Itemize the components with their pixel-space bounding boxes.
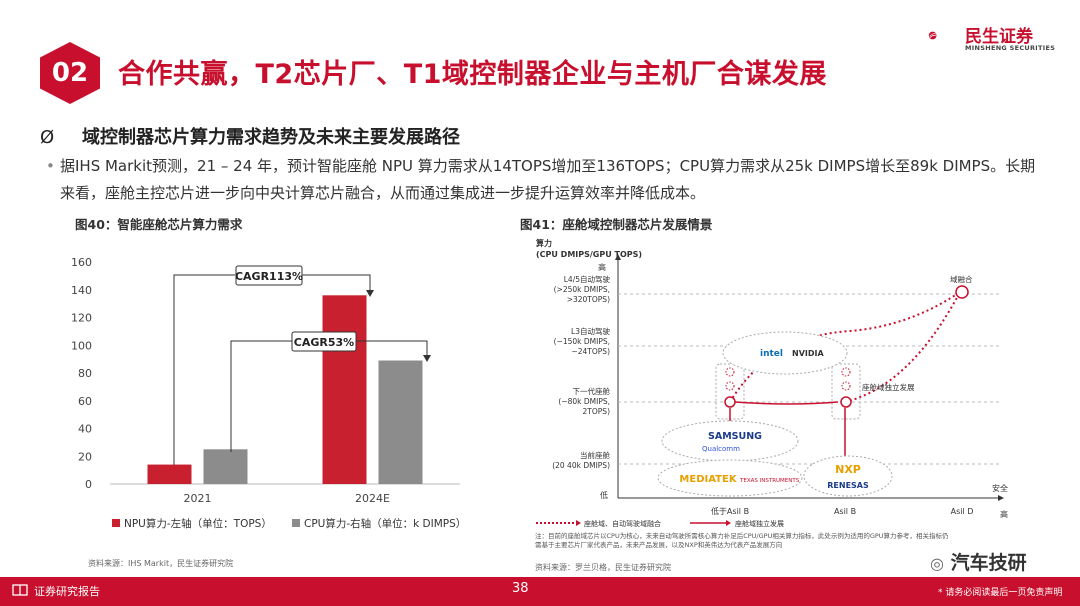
bar-cpu-2021 — [203, 449, 248, 484]
fig41-y-axis-title-1: 算力 — [536, 238, 552, 248]
fig41-level-l45: L4/5自动驾驶 (>250k DMIPS, >320TOPS) — [554, 274, 611, 304]
y-tick-label: 140 — [71, 284, 92, 297]
page-title: 合作共赢，T2芯片厂、T1域控制器企业与主机厂合谋发展 — [118, 59, 827, 90]
fig41-level-current: 当前座舱 (20 40k DMIPS) — [552, 450, 610, 470]
svg-text:2TOPS): 2TOPS) — [583, 407, 611, 416]
fig41-x-tick-1: Asil B — [834, 507, 856, 516]
y-tick-label: 0 — [85, 478, 92, 491]
fig41-y-axis-title-2: (CPU DMIPS/GPU TOPS) — [536, 250, 642, 259]
legend-swatch-cpu — [292, 519, 300, 527]
cagr-label-cpu: CAGR53% — [294, 336, 354, 349]
brand-nvidia: NVIDIA — [792, 349, 824, 358]
fig41-legend-fusion: 座舱域、自动驾驶域融合 — [584, 519, 661, 528]
svg-text:>320TOPS): >320TOPS) — [567, 295, 610, 304]
fig40-title: 图40：智能座舱芯片算力需求 — [75, 217, 243, 232]
wechat-icon: ◎ — [930, 554, 944, 573]
minsheng-logo-icon — [928, 31, 937, 40]
y-tick-label: 120 — [71, 312, 92, 325]
cagr-annotation-npu: CAGR113% — [173, 265, 374, 465]
fig41-source: 资料来源：罗兰贝格，民生证券研究院 — [535, 563, 671, 572]
bar-cpu-2024E — [378, 360, 423, 484]
cagr-annotation-cpu: CAGR53% — [230, 331, 431, 452]
y-tick-label: 100 — [71, 339, 92, 352]
wechat-watermark: ◎ 汽车技研 — [930, 548, 1027, 575]
section-number: 02 — [51, 58, 89, 88]
fig41-roadmap-diagram: 算力 (CPU DMIPS/GPU TOPS) 高 低 安全 高 低于Asil … — [536, 238, 1008, 528]
brand-qualcomm: Qualcomm — [702, 445, 740, 453]
legend-label-npu: NPU算力-左轴（单位：TOPS） — [124, 517, 272, 530]
fig41-x-tick-2: Asil D — [951, 507, 974, 516]
brand-nxp: NXP — [835, 463, 861, 476]
legend-label-cpu: CPU算力-右轴（单位：k DIMPS） — [304, 517, 466, 530]
fig41-level-l3: L3自动驾驶 (~150k DMIPS, ~24TOPS) — [554, 326, 611, 356]
svg-text:L3自动驾驶: L3自动驾驶 — [571, 326, 610, 336]
y-tick-label: 160 — [71, 256, 92, 269]
fig41-level-next: 下一代座舱 (~80k DMIPS, 2TOPS) — [558, 386, 610, 416]
svg-text:(20 40k DMIPS): (20 40k DMIPS) — [552, 461, 610, 470]
book-icon — [12, 584, 28, 596]
footer-bar — [0, 577, 1080, 606]
brand-intel: intel — [760, 349, 783, 359]
logo-text-en: MINSHENG SECURITIES — [965, 44, 1056, 52]
section-number-badge: 02 — [40, 42, 100, 104]
y-tick-label: 20 — [78, 450, 92, 463]
fig41-note: 注：目前的座舱域芯片以CPU为核心，未来自动驾驶所需核心算力补足后CPU/GPU… — [535, 532, 949, 549]
fig41-x-tick-0: 低于Asil B — [711, 506, 749, 516]
heading-text: 域控制器芯片算力需求趋势及未来主要发展路径 — [82, 127, 460, 148]
footer-disclaimer: * 请务必阅读最后一页免责声明 — [938, 588, 1063, 598]
x-tick-label: 2021 — [184, 492, 212, 505]
brand-mediatek: MEDIATEK — [679, 474, 737, 485]
fig41-independent-label: 座舱域独立发展 — [862, 382, 915, 392]
brand-samsung: SAMSUNG — [708, 431, 762, 442]
svg-text:L4/5自动驾驶: L4/5自动驾驶 — [564, 274, 611, 284]
fig41-title: 图41：座舱域控制器芯片发展情景 — [520, 217, 713, 232]
brand-ti: TEXAS INSTRUMENTS — [739, 478, 800, 484]
footer-report-label: 证券研究报告 — [34, 585, 100, 598]
fig41-legend-independent: 座舱域独立发展 — [735, 519, 784, 528]
bullet-text: 据IHS Markit预测，21 – 24 年，预计智能座舱 NPU 算力需求从… — [60, 157, 1036, 202]
bar-npu-2021 — [147, 464, 192, 484]
logo-text-cn: 民生证券 — [965, 27, 1033, 47]
y-tick-label: 60 — [78, 395, 92, 408]
svg-text:(~150k DMIPS,: (~150k DMIPS, — [554, 337, 610, 346]
bullet-dot-icon: • — [46, 157, 55, 175]
brand-renesas: RENESAS — [827, 481, 869, 490]
fig40-bar-chart: 0 20 40 60 80 100 120 140 160 2021 2024E CAGR113%… — [71, 256, 466, 530]
bar-npu-2024E — [322, 295, 367, 484]
svg-text:下一代座舱: 下一代座舱 — [573, 386, 611, 396]
fig41-x-high: 高 — [1000, 509, 1008, 519]
fig41-x-axis-title: 安全 — [992, 483, 1008, 493]
svg-text:当前座舱: 当前座舱 — [580, 450, 610, 460]
heading-symbol: Ø — [40, 127, 55, 148]
svg-text:(~80k DMIPS,: (~80k DMIPS, — [558, 397, 610, 406]
fig41-y-low: 低 — [600, 490, 608, 500]
fig41-y-high: 高 — [598, 262, 606, 272]
y-tick-label: 80 — [78, 367, 92, 380]
x-tick-label: 2024E — [355, 492, 390, 505]
page-number: 38 — [512, 581, 529, 596]
svg-text:(>250k DMIPS,: (>250k DMIPS, — [554, 285, 610, 294]
svg-text:~24TOPS): ~24TOPS) — [571, 347, 610, 356]
bullet-paragraph: • 据IHS Markit预测，21 – 24 年，预计智能座舱 NPU 算力需… — [46, 153, 1050, 207]
chart-legend: NPU算力-左轴（单位：TOPS） CPU算力-右轴（单位：k DIMPS） — [112, 517, 466, 530]
y-tick-label: 40 — [78, 423, 92, 436]
fig40-source: 资料来源：IHS Markit，民生证券研究院 — [88, 559, 234, 568]
cagr-label-npu: CAGR113% — [235, 270, 303, 283]
legend-swatch-npu — [112, 519, 120, 527]
section-heading: Ø 域控制器芯片算力需求趋势及未来主要发展路径 — [40, 123, 460, 149]
fig41-fusion-label: 域融合 — [950, 274, 973, 284]
wechat-account: 汽车技研 — [950, 552, 1027, 574]
